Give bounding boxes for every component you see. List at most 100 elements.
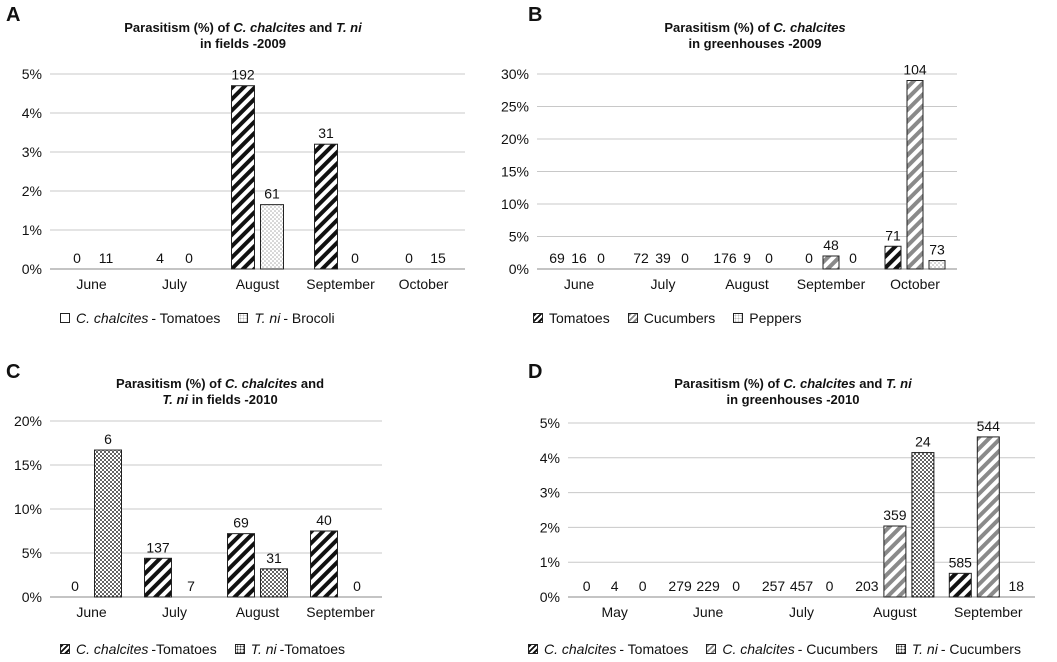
legend-swatch: [706, 644, 717, 654]
legend-swatch: [528, 644, 538, 654]
panel-b: B Parasitism (%) of C. chalcites in green…: [501, 0, 1057, 331]
x-tick-label: August: [236, 276, 280, 292]
data-label: 31: [318, 125, 334, 141]
data-label: 137: [146, 539, 170, 555]
data-label: 544: [977, 418, 1001, 434]
legend-swatch: [234, 644, 245, 654]
data-label: 18: [1009, 578, 1025, 594]
data-label: 0: [597, 250, 605, 266]
legend-species: T. ni: [254, 310, 281, 326]
data-label: 0: [765, 250, 773, 266]
x-tick-label: July: [651, 276, 676, 292]
y-tick-label: 0%: [540, 589, 560, 605]
data-label: 6: [104, 431, 112, 447]
y-tick-label: 30%: [501, 66, 529, 82]
bar: [976, 436, 1000, 598]
bar: [911, 452, 935, 598]
bar: [822, 255, 840, 270]
data-label: 0: [805, 250, 813, 266]
data-label: 0: [583, 578, 591, 594]
legend-swatch: [627, 313, 638, 323]
data-label: 48: [823, 237, 839, 253]
data-label: 4: [156, 250, 164, 266]
bar: [231, 85, 255, 270]
data-label: 11: [99, 250, 114, 266]
legend-item: C. chalcites - Cucumbers: [706, 641, 878, 657]
legend-label: - Brocoli: [283, 310, 335, 326]
data-label: 359: [883, 507, 907, 523]
data-label: 0: [681, 250, 689, 266]
y-tick-label: 1%: [540, 554, 560, 570]
data-label: 0: [353, 578, 361, 594]
x-tick-label: July: [162, 604, 187, 620]
y-tick-label: 3%: [540, 485, 560, 501]
legend-label: Cucumbers: [643, 310, 716, 326]
y-tick-label: 5%: [22, 545, 42, 561]
legend-label: Peppers: [749, 310, 802, 326]
panel-c: C Parasitism (%) of C. chalcites and T. n…: [0, 331, 528, 662]
legend-swatch: [533, 313, 543, 323]
legend-swatch: [733, 313, 744, 323]
legend-swatch: [895, 644, 906, 654]
x-tick-label: September: [306, 604, 375, 620]
chart-title: Parasitism (%) of C. chalcites and T. ni…: [124, 20, 362, 51]
legend: C. chalcites -Tomatoes T. ni -Tomatoes: [60, 641, 363, 657]
legend-swatch: [60, 644, 70, 654]
legend-swatch: [238, 313, 249, 323]
data-label: 73: [929, 242, 945, 258]
legend-item: Peppers: [733, 310, 801, 326]
data-label: 0: [71, 578, 79, 594]
panel-letter: D: [528, 361, 543, 383]
y-tick-label: 2%: [540, 519, 560, 535]
legend-label: Tomatoes: [549, 310, 610, 326]
legend-item: Tomatoes: [533, 310, 610, 326]
y-tick-label: 20%: [14, 413, 42, 429]
x-tick-label: June: [76, 604, 107, 620]
legend-item: C. chalcites - Tomatoes: [60, 310, 220, 326]
x-tick-label: August: [725, 276, 769, 292]
legend: Tomatoes Cucumbers Peppers: [533, 310, 819, 326]
data-label: 69: [233, 515, 249, 531]
data-label: 39: [655, 250, 671, 266]
y-tick-label: 10%: [14, 501, 42, 517]
data-label: 192: [231, 67, 255, 83]
legend-species: C. chalcites: [544, 641, 617, 657]
data-label: 203: [855, 578, 879, 594]
bar: [948, 572, 972, 598]
bar: [144, 557, 172, 598]
y-tick-label: 0%: [22, 589, 42, 605]
data-label: 31: [266, 550, 282, 566]
data-label: 72: [633, 250, 649, 266]
data-label: 16: [571, 250, 587, 266]
y-tick-label: 5%: [509, 229, 529, 245]
x-tick-label: June: [76, 276, 107, 292]
data-label: 7: [187, 578, 195, 594]
bar: [314, 143, 338, 270]
x-tick-label: June: [693, 604, 724, 620]
data-label: 0: [185, 250, 193, 266]
data-label: 257: [762, 578, 786, 594]
legend-item: T. ni - Cucumbers: [895, 641, 1021, 657]
bar: [260, 204, 284, 270]
x-tick-label: September: [954, 604, 1023, 620]
legend-item: C. chalcites -Tomatoes: [60, 641, 217, 657]
legend-species: C. chalcites: [722, 641, 795, 657]
chart-title: Parasitism (%) of C. chalcites and T. ni …: [115, 376, 325, 407]
data-label: 0: [639, 578, 647, 594]
y-tick-label: 0%: [509, 261, 529, 277]
x-tick-label: August: [236, 604, 280, 620]
legend-item: T. ni -Tomatoes: [234, 641, 345, 657]
legend-label: - Cucumbers: [797, 641, 878, 657]
legend-species: T. ni: [911, 641, 938, 657]
data-label: 0: [351, 250, 359, 266]
panel-letter: B: [528, 4, 543, 26]
legend-label: - Tomatoes: [619, 641, 689, 657]
data-label: 0: [826, 578, 834, 594]
bar-chart-a: 0% 1% 2% 3% 4% 5% 0 11 June 4 0 July 192 61 August 31 0 S…: [22, 66, 465, 292]
legend-species: T. ni: [250, 641, 277, 657]
data-label: 40: [316, 512, 332, 528]
y-tick-label: 20%: [501, 131, 529, 147]
data-label: 457: [790, 578, 814, 594]
panel-letter: C: [6, 361, 21, 383]
y-tick-label: 5%: [22, 66, 42, 82]
